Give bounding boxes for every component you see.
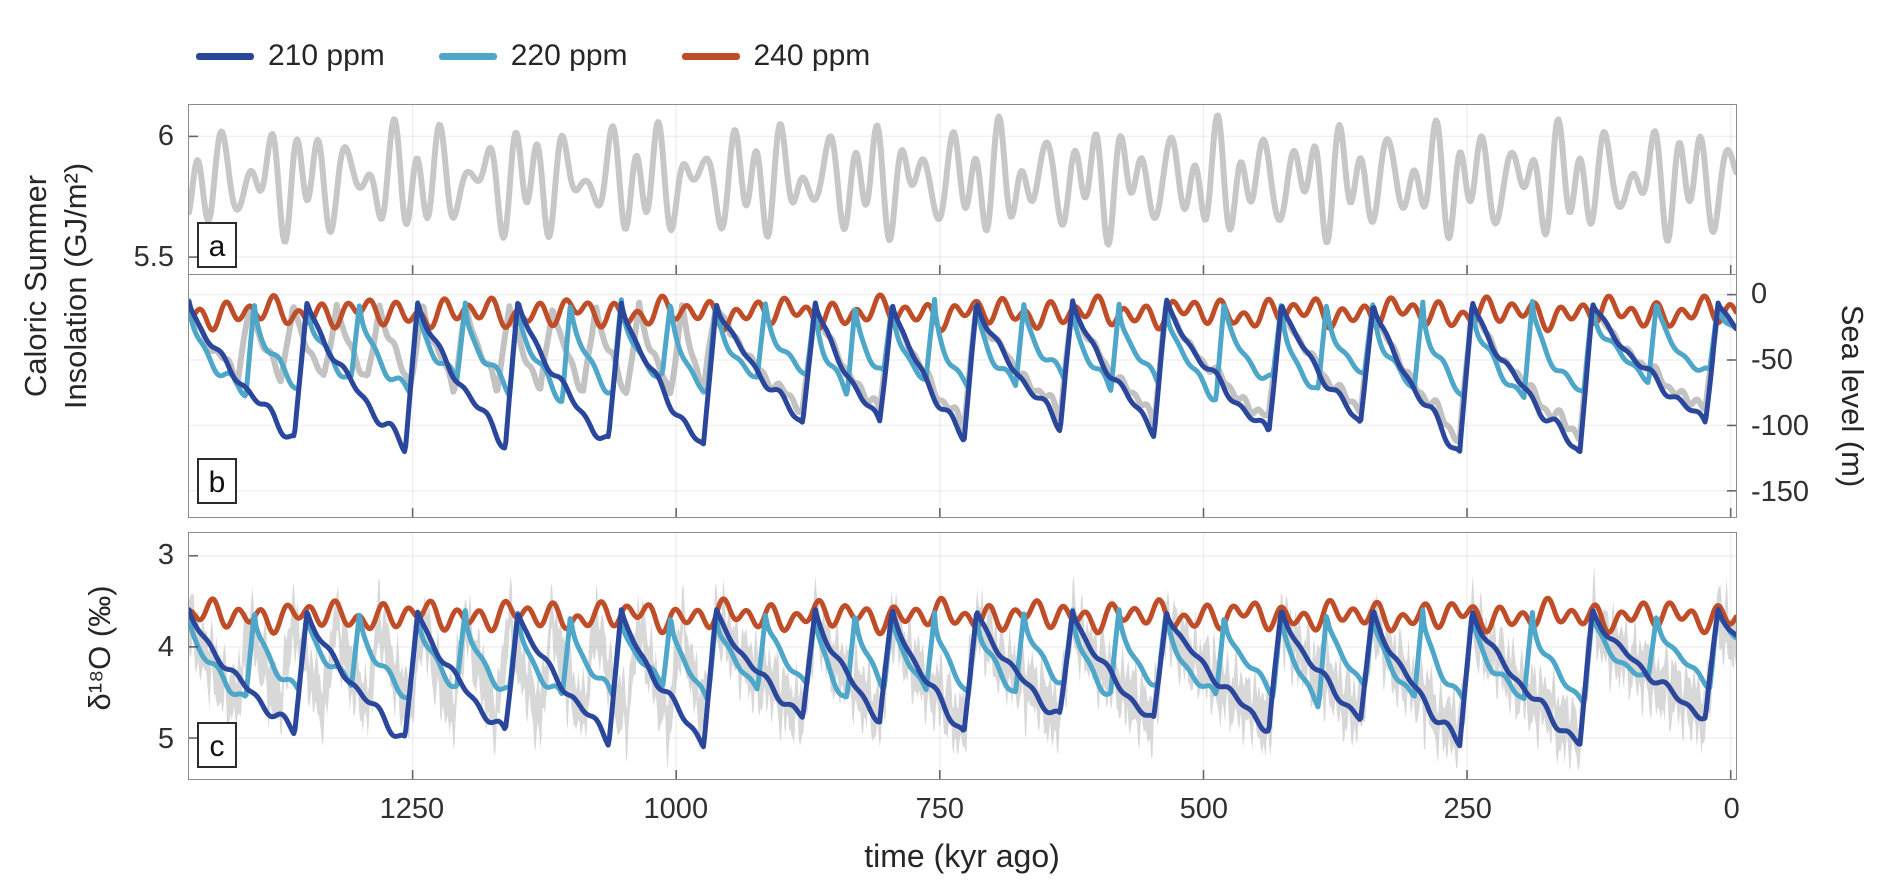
legend-label: 240 ppm <box>753 39 871 72</box>
legend-item-240-ppm: 240 ppm <box>681 39 871 73</box>
series-line-caloric-summer-insolation <box>189 112 1736 248</box>
legend-item-220-ppm: 220 ppm <box>438 39 628 73</box>
y-axis-label-insolation-line1: Caloric Summer <box>18 174 53 398</box>
panel-d18o <box>188 532 1737 780</box>
y-tick-label-c: 3 <box>157 538 174 571</box>
x-tick-label: 250 <box>1443 793 1492 825</box>
panel-label-a: a <box>197 222 237 268</box>
x-tick-label: 1250 <box>379 793 445 825</box>
series-line-210-ppm <box>189 606 1736 750</box>
legend-swatch-210-ppm <box>196 52 254 60</box>
legend-label: 210 ppm <box>268 39 385 72</box>
y-tick-label-a: 5.5 <box>133 241 174 273</box>
x-tick-label: 750 <box>915 793 964 825</box>
legend-swatch-220-ppm <box>438 52 497 60</box>
panel-label-c: c <box>197 722 237 768</box>
legend-item-210-ppm: 210 ppm <box>196 39 385 73</box>
legend: 210 ppm 220 ppm 240 ppm <box>196 30 870 82</box>
series-line-210-ppm <box>189 297 1736 455</box>
legend-label: 220 ppm <box>510 39 628 72</box>
y-axis-label-sea-level: Sea level (m) <box>1835 304 1870 488</box>
series-band-benthic-d18o-stack <box>189 566 1736 772</box>
panel-label-b: b <box>197 458 237 504</box>
y-tick-label-b: -150 <box>1751 475 1810 508</box>
panel-insolation <box>188 104 1737 274</box>
x-tick-label: 1000 <box>643 793 709 825</box>
y-axis-label-insolation-line2: Insolation (GJ/m²) <box>58 162 93 410</box>
panel-sea-level-plot <box>189 275 1736 517</box>
x-axis-label: time (kyr ago) <box>864 838 1060 874</box>
y-tick-label-c: 4 <box>157 630 174 663</box>
series-line-240-ppm <box>189 595 1736 637</box>
panel-d18o-plot <box>189 533 1736 779</box>
y-tick-label-a: 6 <box>157 119 174 152</box>
y-tick-label-b: 0 <box>1751 277 1768 310</box>
x-tick-label: 500 <box>1179 793 1228 825</box>
legend-swatch-240-ppm <box>681 52 740 60</box>
panel-insolation-plot <box>189 105 1736 274</box>
y-axis-label-insolation: Caloric Summer Insolation (GJ/m²) <box>16 163 96 409</box>
y-tick-label-b: -50 <box>1751 343 1793 376</box>
panel-sea-level <box>188 274 1737 518</box>
series-line-220-ppm <box>189 607 1736 710</box>
x-tick-label: 0 <box>1723 793 1740 825</box>
y-tick-label-c: 5 <box>157 722 174 755</box>
y-tick-label-b: -100 <box>1751 409 1810 442</box>
